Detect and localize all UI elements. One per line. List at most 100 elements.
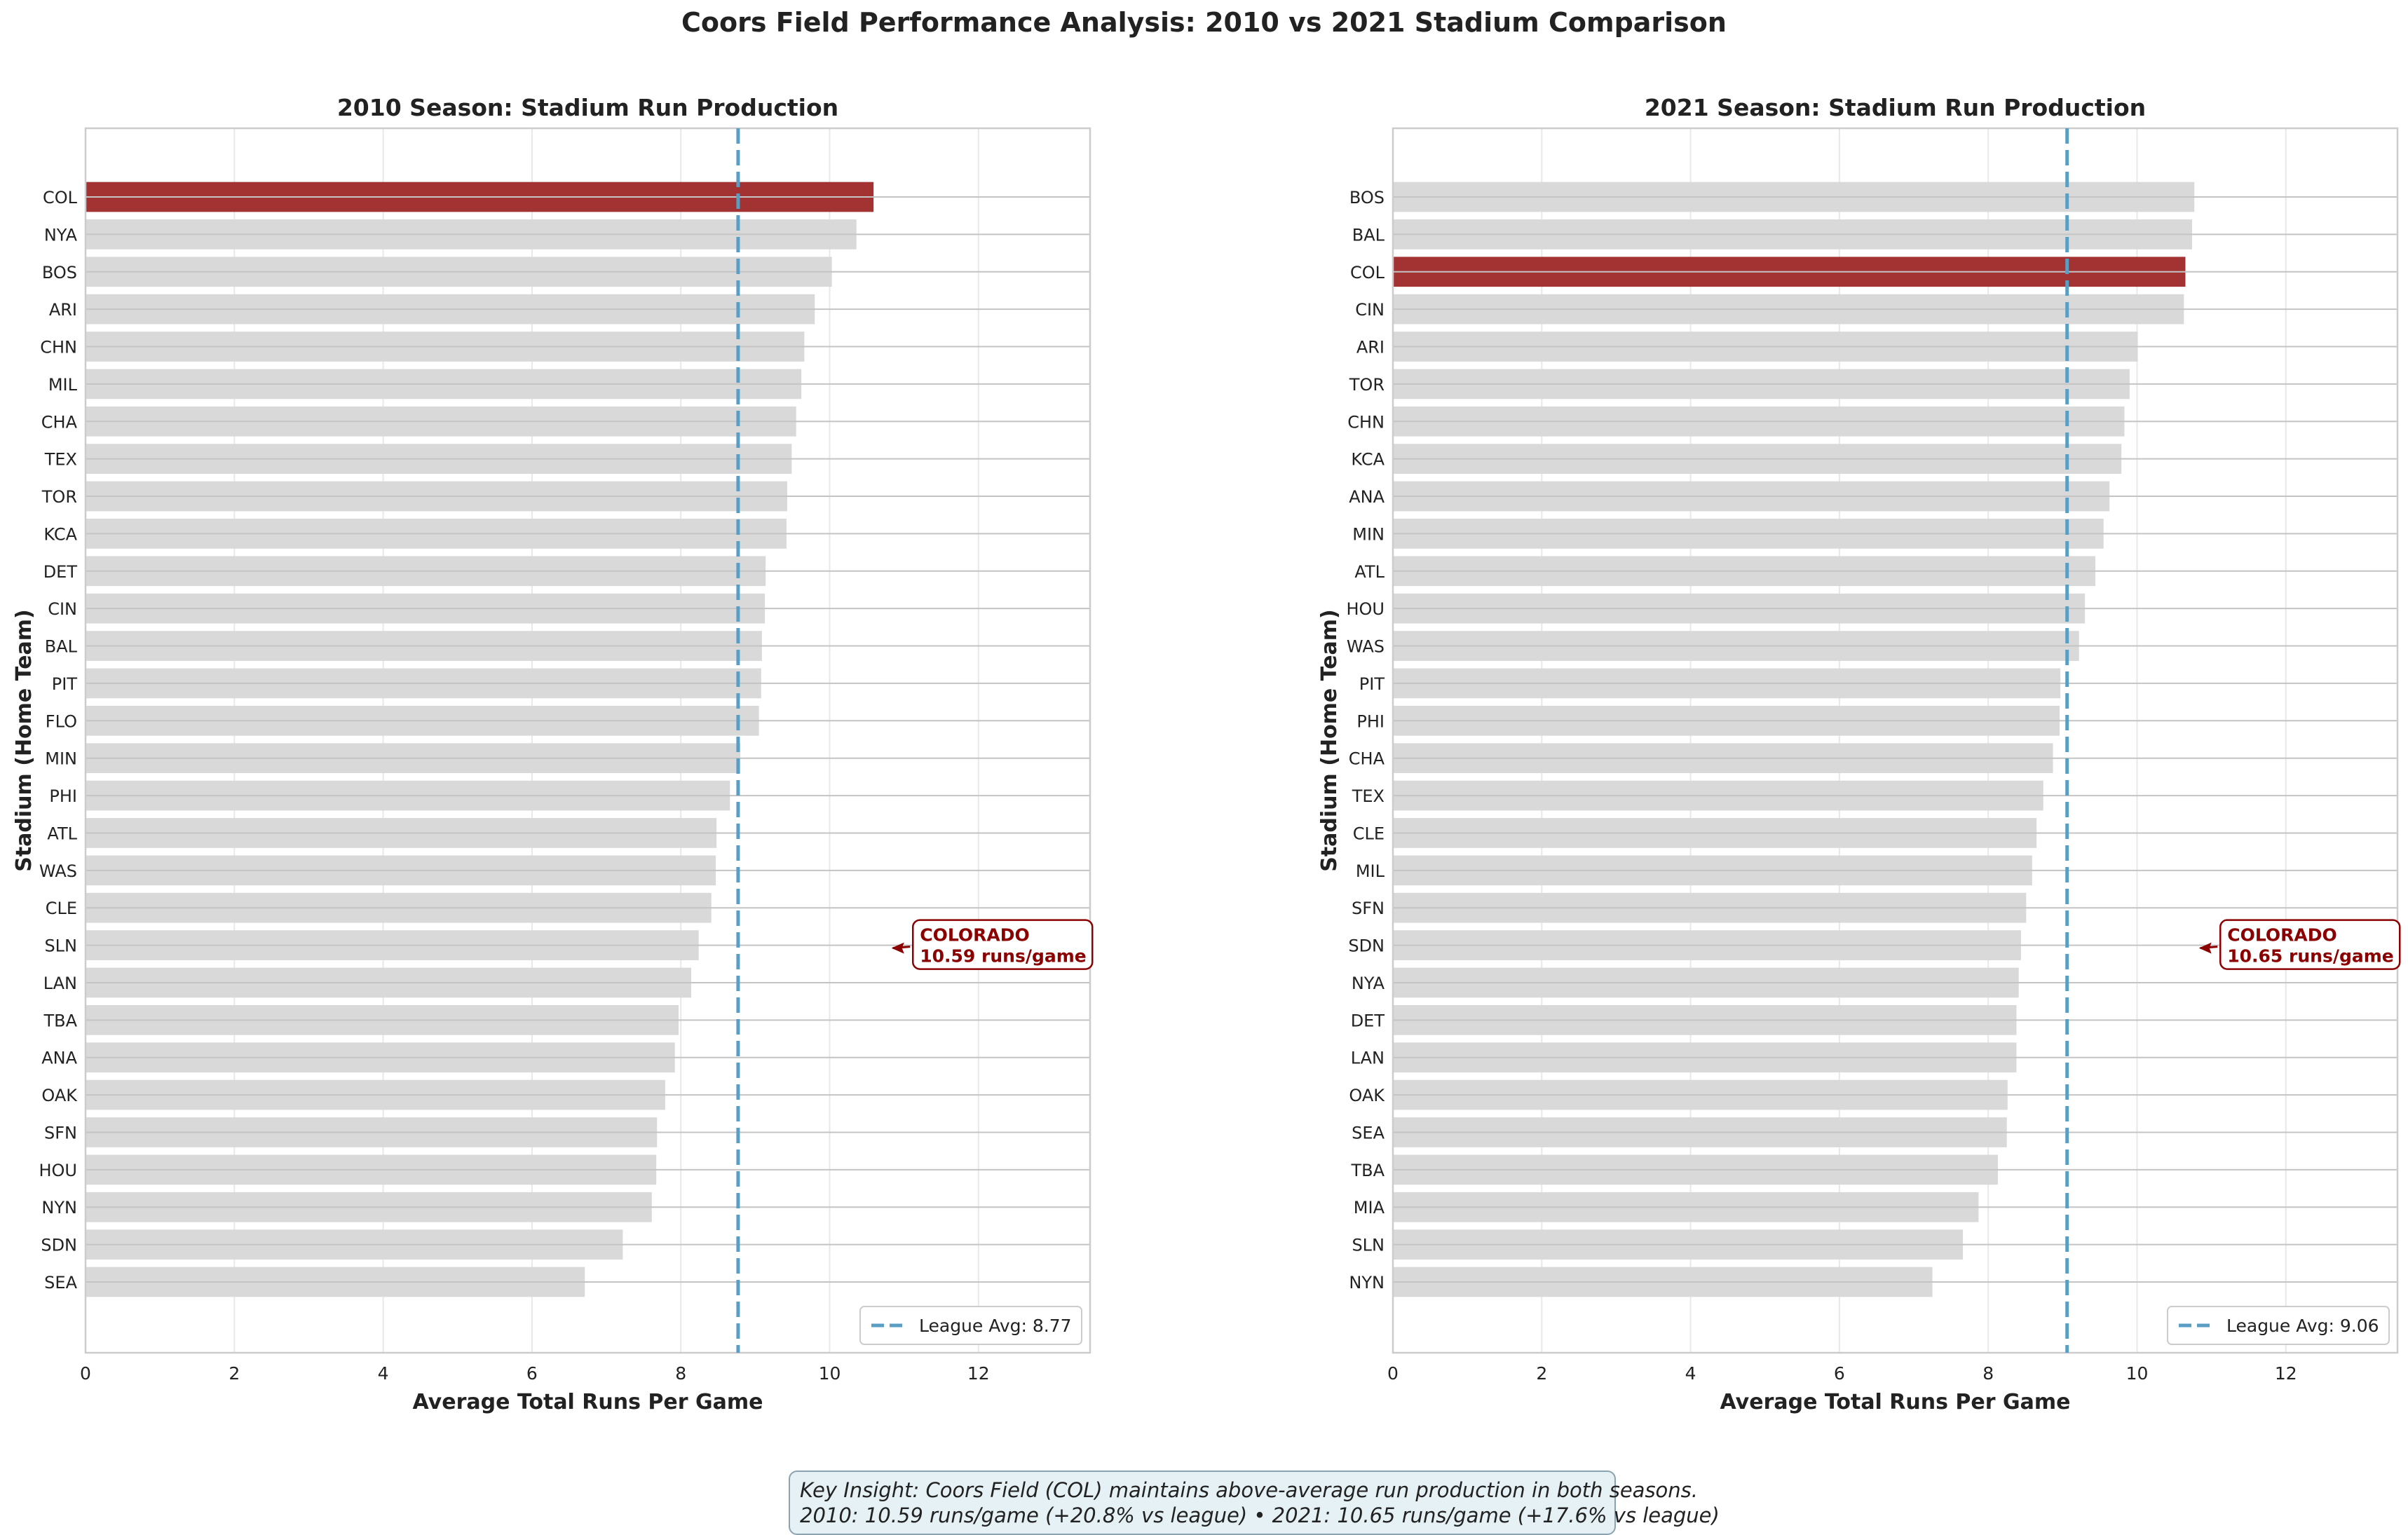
y-tick-label: CHA bbox=[1349, 749, 1385, 769]
y-tick-label: PIT bbox=[52, 674, 78, 694]
y-tick-label: SFN bbox=[44, 1123, 77, 1142]
y-tick-label: PIT bbox=[1359, 674, 1385, 694]
y-tick-label: NYN bbox=[41, 1198, 77, 1217]
legend-label: League Avg: 9.06 bbox=[2226, 1316, 2379, 1336]
y-tick-label: NYN bbox=[1349, 1273, 1385, 1292]
y-tick-label: TEX bbox=[44, 450, 77, 470]
annotation-arrowhead bbox=[891, 942, 904, 954]
y-tick-label: MIL bbox=[48, 375, 78, 395]
annotation-arrowhead bbox=[2198, 942, 2212, 954]
y-tick-label: CHN bbox=[40, 338, 77, 357]
y-tick-label: ARI bbox=[49, 300, 77, 320]
y-tick-label: MIN bbox=[45, 749, 77, 769]
y-tick-label: SDN bbox=[1348, 936, 1385, 956]
y-tick-label: KCA bbox=[43, 524, 77, 544]
y-tick-label: WAS bbox=[1347, 637, 1385, 657]
x-axis-label: Average Total Runs Per Game bbox=[413, 1390, 763, 1414]
y-tick-label: CHN bbox=[1347, 412, 1385, 432]
x-tick-label: 4 bbox=[1685, 1363, 1696, 1384]
x-tick-label: 2 bbox=[1536, 1363, 1547, 1384]
annotation-box bbox=[2219, 919, 2401, 970]
x-tick-label: 0 bbox=[80, 1363, 91, 1384]
chart-panel-2: BOS BAL COL CIN ARI TOR CHN KCA ANA MIN ATL HOU WAS P… bbox=[1317, 94, 2401, 1414]
x-tick-label: 10 bbox=[2126, 1363, 2149, 1384]
y-tick-label: SLN bbox=[1352, 1236, 1385, 1255]
key-insight-line-2: 2010: 10.59 runs/game (+20.8% vs league)… bbox=[800, 1503, 1720, 1527]
y-tick-label: ANA bbox=[41, 1049, 77, 1068]
x-tick-label: 4 bbox=[378, 1363, 389, 1384]
y-tick-label: WAS bbox=[39, 861, 77, 881]
chart-title: 2021 Season: Stadium Run Production bbox=[1645, 94, 2146, 121]
y-tick-label: FLO bbox=[46, 711, 77, 731]
y-tick-label: SFN bbox=[1352, 899, 1385, 918]
x-tick-label: 8 bbox=[675, 1363, 686, 1384]
y-tick-label: PHI bbox=[1356, 711, 1385, 731]
annotation-title: COLORADO bbox=[920, 925, 1030, 946]
y-tick-label: KCA bbox=[1351, 450, 1385, 470]
y-tick-label: BOS bbox=[1349, 188, 1385, 207]
y-tick-label: SLN bbox=[44, 936, 77, 956]
chart-panel-1: COL NYA BOS ARI CHN MIL CHA TEX TOR KCA DET CIN BAL P… bbox=[12, 94, 1094, 1414]
annotation-value: 10.65 runs/game bbox=[2227, 946, 2394, 967]
y-tick-label: CHA bbox=[41, 412, 78, 432]
x-tick-label: 6 bbox=[1834, 1363, 1845, 1384]
y-tick-label: ATL bbox=[1354, 562, 1385, 582]
annotation-title: COLORADO bbox=[2227, 925, 2337, 946]
y-tick-label: PHI bbox=[49, 786, 77, 806]
x-tick-label: 2 bbox=[229, 1363, 240, 1384]
key-insight-line-1: Key Insight: Coors Field (COL) maintains… bbox=[800, 1478, 1698, 1502]
y-tick-label: SEA bbox=[44, 1273, 77, 1292]
chart-title: 2010 Season: Stadium Run Production bbox=[337, 94, 838, 121]
y-tick-label: CLE bbox=[1353, 824, 1385, 843]
y-tick-label: MIN bbox=[1352, 524, 1385, 544]
plot-frame bbox=[1392, 127, 2399, 1354]
key-insight-box: Key Insight: Coors Field (COL) maintains… bbox=[789, 1471, 1720, 1535]
y-axis-label: Stadium (Home Team) bbox=[1317, 609, 1342, 872]
y-tick-label: ARI bbox=[1356, 338, 1385, 357]
y-tick-label: COL bbox=[1350, 263, 1385, 282]
x-tick-label: 10 bbox=[819, 1363, 841, 1384]
annotation-value: 10.59 runs/game bbox=[920, 946, 1087, 967]
y-tick-label: TOR bbox=[41, 487, 77, 507]
y-tick-label: LAN bbox=[1351, 1049, 1385, 1068]
x-tick-label: 12 bbox=[2275, 1363, 2297, 1384]
y-tick-label: CLE bbox=[46, 899, 77, 918]
y-tick-label: HOU bbox=[1346, 599, 1385, 619]
y-tick-label: CIN bbox=[1355, 300, 1385, 320]
y-tick-label: CIN bbox=[48, 599, 77, 619]
y-tick-label: TBA bbox=[1350, 1161, 1385, 1180]
x-tick-label: 8 bbox=[1982, 1363, 1994, 1384]
legend-box bbox=[2167, 1306, 2390, 1345]
y-tick-label: MIA bbox=[1354, 1198, 1385, 1217]
y-tick-label: ANA bbox=[1349, 487, 1385, 507]
y-tick-label: SEA bbox=[1352, 1123, 1385, 1142]
y-axis-label: Stadium (Home Team) bbox=[12, 609, 36, 872]
y-tick-label: DET bbox=[1351, 1011, 1385, 1030]
y-tick-label: COL bbox=[43, 188, 78, 207]
x-tick-label: 6 bbox=[526, 1363, 538, 1384]
y-tick-label: DET bbox=[43, 562, 78, 582]
figure-title: Coors Field Performance Analysis: 2010 v… bbox=[681, 7, 1727, 38]
y-tick-label: MIL bbox=[1356, 861, 1385, 881]
y-tick-label: BAL bbox=[45, 637, 78, 657]
y-tick-label: TEX bbox=[1352, 786, 1385, 806]
y-tick-label: OAK bbox=[41, 1086, 78, 1105]
y-tick-label: NYA bbox=[44, 225, 78, 245]
y-tick-label: SDN bbox=[41, 1236, 77, 1255]
y-tick-label: LAN bbox=[43, 974, 77, 993]
y-tick-label: HOU bbox=[39, 1161, 77, 1180]
x-tick-label: 12 bbox=[967, 1363, 990, 1384]
y-tick-label: TBA bbox=[43, 1011, 77, 1030]
x-axis-label: Average Total Runs Per Game bbox=[1720, 1390, 2071, 1414]
annotation-box bbox=[911, 919, 1094, 970]
y-tick-label: OAK bbox=[1349, 1086, 1385, 1105]
y-tick-label: BOS bbox=[42, 263, 77, 282]
y-tick-label: TOR bbox=[1349, 375, 1385, 395]
legend-label: League Avg: 8.77 bbox=[919, 1316, 1072, 1336]
y-tick-label: BAL bbox=[1352, 225, 1385, 245]
y-tick-label: ATL bbox=[47, 824, 77, 843]
x-tick-label: 0 bbox=[1387, 1363, 1399, 1384]
plot-frame bbox=[84, 127, 1091, 1354]
y-tick-label: NYA bbox=[1352, 974, 1385, 993]
